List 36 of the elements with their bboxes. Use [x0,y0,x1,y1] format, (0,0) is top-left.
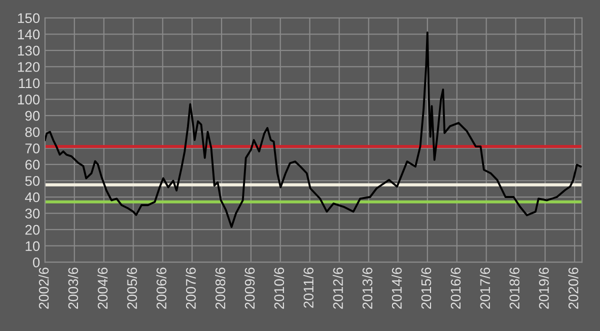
x-tick-label: 2019/6 [538,268,549,309]
y-tick-label: 30 [25,208,40,218]
x-tick-label: 2012/6 [332,268,343,309]
y-tick-label: 70 [25,143,40,154]
line-series [45,32,582,228]
x-tick-label: 2007/6 [186,268,196,309]
x-tick-label: 2011/6 [303,268,314,308]
x-tick-label: 2004/6 [97,268,108,309]
x-tick-label: 2014/6 [392,268,402,309]
x-tick-label: 2008/6 [215,268,226,309]
y-tick-label: 10 [26,241,40,252]
x-tick-label: 2018/6 [509,268,520,309]
x-tick-label: 2020/6 [568,268,578,309]
x-tick-label: 2017/6 [480,268,490,309]
y-tick-label: 140 [18,29,40,40]
x-tick-label: 2010/6 [274,268,284,309]
y-tick-label: 130 [18,46,40,56]
x-tick-label: 2002/6 [38,268,49,309]
y-tick-label: 20 [25,224,40,235]
x-tick-label: 2016/6 [450,268,461,309]
x-tick-label: 2015/6 [420,268,432,309]
y-tick-label: 100 [18,94,40,104]
x-tick-label: 2006/6 [156,268,166,309]
y-tick-label: 40 [25,192,40,202]
y-tick-label: 120 [18,62,40,72]
y-tick-label: 50 [25,176,40,186]
y-tick-label: 80 [25,127,40,138]
y-tick-label: 0 [32,257,40,268]
y-tick-label: 110 [19,78,40,88]
y-tick-label: 90 [25,110,40,121]
x-tick-label: 2003/6 [68,268,78,309]
x-tick-label: 2013/6 [362,268,372,309]
y-tick-label: 150 [18,13,40,24]
x-tick-label: 2009/6 [244,268,255,309]
x-tick-label: 2005/6 [126,268,138,309]
y-tick-label: 60 [25,160,40,170]
